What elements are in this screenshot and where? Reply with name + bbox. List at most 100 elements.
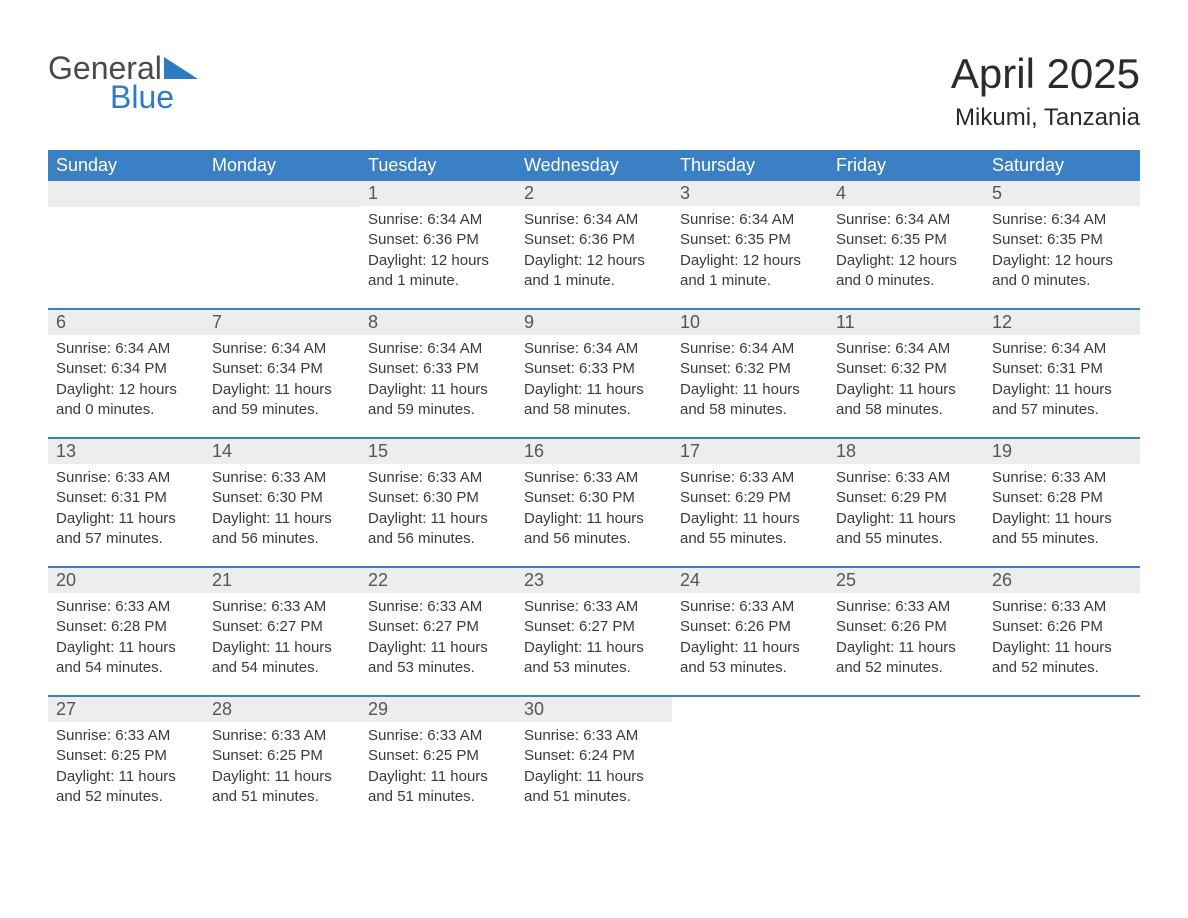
day-cell: 20 Sunrise: 6:33 AMSunset: 6:28 PMDayligh… — [48, 568, 204, 696]
day-content: Sunrise: 6:33 AMSunset: 6:24 PMDaylight:… — [516, 722, 672, 815]
daylight-text: Daylight: 12 hours and 0 minutes. — [56, 380, 196, 421]
day-cell — [672, 697, 828, 825]
daylight-text: Daylight: 11 hours and 56 minutes. — [524, 509, 664, 550]
day-number: 9 — [516, 310, 672, 335]
day-content: Sunrise: 6:34 AMSunset: 6:33 PMDaylight:… — [516, 335, 672, 428]
day-number: 1 — [360, 181, 516, 206]
day-content: Sunrise: 6:34 AMSunset: 6:31 PMDaylight:… — [984, 335, 1140, 428]
daylight-text: Daylight: 11 hours and 55 minutes. — [680, 509, 820, 550]
day-header: Friday — [828, 150, 984, 181]
sunrise-text: Sunrise: 6:33 AM — [56, 597, 196, 617]
sunrise-text: Sunrise: 6:33 AM — [836, 597, 976, 617]
day-number: 8 — [360, 310, 516, 335]
day-cell: 27Sunrise: 6:33 AMSunset: 6:25 PMDayligh… — [48, 697, 204, 825]
daylight-text: Daylight: 11 hours and 58 minutes. — [680, 380, 820, 421]
day-cell: 21Sunrise: 6:33 AMSunset: 6:27 PMDayligh… — [204, 568, 360, 696]
sunrise-text: Sunrise: 6:34 AM — [368, 210, 508, 230]
sunrise-text: Sunrise: 6:33 AM — [524, 726, 664, 746]
calendar-table: SundayMondayTuesdayWednesdayThursdayFrid… — [48, 150, 1140, 825]
sunset-text: Sunset: 6:24 PM — [524, 746, 664, 766]
day-cell: 4Sunrise: 6:34 AMSunset: 6:35 PMDaylight… — [828, 181, 984, 309]
day-content: Sunrise: 6:34 AMSunset: 6:35 PMDaylight:… — [984, 206, 1140, 299]
day-number: 15 — [360, 439, 516, 464]
day-number: 17 — [672, 439, 828, 464]
sunrise-text: Sunrise: 6:33 AM — [524, 468, 664, 488]
day-cell: 12Sunrise: 6:34 AMSunset: 6:31 PMDayligh… — [984, 310, 1140, 438]
sunrise-text: Sunrise: 6:33 AM — [212, 468, 352, 488]
day-cell: 22Sunrise: 6:33 AMSunset: 6:27 PMDayligh… — [360, 568, 516, 696]
day-content: Sunrise: 6:33 AMSunset: 6:29 PMDaylight:… — [672, 464, 828, 557]
title-block: April 2025 Mikumi, Tanzania — [951, 50, 1140, 132]
day-content: Sunrise: 6:33 AMSunset: 6:25 PMDaylight:… — [360, 722, 516, 815]
daylight-text: Daylight: 11 hours and 57 minutes. — [56, 509, 196, 550]
sunset-text: Sunset: 6:27 PM — [368, 617, 508, 637]
day-number: 13 — [48, 439, 204, 464]
sunrise-text: Sunrise: 6:33 AM — [992, 468, 1132, 488]
sunset-text: Sunset: 6:35 PM — [836, 230, 976, 250]
sunrise-text: Sunrise: 6:33 AM — [56, 726, 196, 746]
sunset-text: Sunset: 6:28 PM — [56, 617, 196, 637]
day-content: Sunrise: 6:34 AMSunset: 6:36 PMDaylight:… — [516, 206, 672, 299]
week-row: 6Sunrise: 6:34 AMSunset: 6:34 PMDaylight… — [48, 310, 1140, 438]
sunrise-text: Sunrise: 6:33 AM — [368, 597, 508, 617]
sunset-text: Sunset: 6:34 PM — [212, 359, 352, 379]
location: Mikumi, Tanzania — [951, 104, 1140, 132]
day-cell: 6Sunrise: 6:34 AMSunset: 6:34 PMDaylight… — [48, 310, 204, 438]
day-number: 2 — [516, 181, 672, 206]
sunset-text: Sunset: 6:26 PM — [680, 617, 820, 637]
day-content: Sunrise: 6:33 AMSunset: 6:30 PMDaylight:… — [360, 464, 516, 557]
daylight-text: Daylight: 12 hours and 1 minute. — [368, 251, 508, 292]
day-content: Sunrise: 6:33 AMSunset: 6:30 PMDaylight:… — [204, 464, 360, 557]
day-cell: 8Sunrise: 6:34 AMSunset: 6:33 PMDaylight… — [360, 310, 516, 438]
sunset-text: Sunset: 6:25 PM — [368, 746, 508, 766]
day-content: Sunrise: 6:33 AMSunset: 6:26 PMDaylight:… — [984, 593, 1140, 686]
daylight-text: Daylight: 11 hours and 51 minutes. — [212, 767, 352, 808]
daylight-text: Daylight: 11 hours and 55 minutes. — [836, 509, 976, 550]
day-number: 5 — [984, 181, 1140, 206]
sunrise-text: Sunrise: 6:33 AM — [56, 468, 196, 488]
sunrise-text: Sunrise: 6:33 AM — [680, 468, 820, 488]
daylight-text: Daylight: 11 hours and 58 minutes. — [836, 380, 976, 421]
sunset-text: Sunset: 6:26 PM — [992, 617, 1132, 637]
daylight-text: Daylight: 11 hours and 54 minutes. — [212, 638, 352, 679]
daylight-text: Daylight: 11 hours and 51 minutes. — [368, 767, 508, 808]
sunrise-text: Sunrise: 6:33 AM — [212, 597, 352, 617]
sunrise-text: Sunrise: 6:34 AM — [524, 339, 664, 359]
day-number: 28 — [204, 697, 360, 722]
day-number: 16 — [516, 439, 672, 464]
day-cell: 18Sunrise: 6:33 AMSunset: 6:29 PMDayligh… — [828, 439, 984, 567]
sunrise-text: Sunrise: 6:33 AM — [368, 726, 508, 746]
day-number: 29 — [360, 697, 516, 722]
day-cell: 1 Sunrise: 6:34 AMSunset: 6:36 PMDaylight… — [360, 181, 516, 309]
sunset-text: Sunset: 6:36 PM — [368, 230, 508, 250]
daylight-text: Daylight: 11 hours and 54 minutes. — [56, 638, 196, 679]
day-header: Monday — [204, 150, 360, 181]
sunset-text: Sunset: 6:28 PM — [992, 488, 1132, 508]
daylight-text: Daylight: 12 hours and 0 minutes. — [836, 251, 976, 292]
daylight-text: Daylight: 11 hours and 53 minutes. — [524, 638, 664, 679]
sunset-text: Sunset: 6:25 PM — [56, 746, 196, 766]
day-cell: 17Sunrise: 6:33 AMSunset: 6:29 PMDayligh… — [672, 439, 828, 567]
day-header: Thursday — [672, 150, 828, 181]
empty-day-header — [48, 181, 204, 207]
sunset-text: Sunset: 6:33 PM — [524, 359, 664, 379]
day-number: 12 — [984, 310, 1140, 335]
daylight-text: Daylight: 12 hours and 1 minute. — [680, 251, 820, 292]
sunset-text: Sunset: 6:32 PM — [836, 359, 976, 379]
day-number: 3 — [672, 181, 828, 206]
daylight-text: Daylight: 11 hours and 53 minutes. — [368, 638, 508, 679]
day-content: Sunrise: 6:33 AMSunset: 6:29 PMDaylight:… — [828, 464, 984, 557]
month-title: April 2025 — [951, 50, 1140, 98]
sunset-text: Sunset: 6:27 PM — [524, 617, 664, 637]
logo-text-blue: Blue — [110, 79, 198, 116]
day-cell — [984, 697, 1140, 825]
sunrise-text: Sunrise: 6:33 AM — [212, 726, 352, 746]
sunrise-text: Sunrise: 6:34 AM — [836, 339, 976, 359]
day-number: 20 — [48, 568, 204, 593]
day-number: 27 — [48, 697, 204, 722]
day-cell — [48, 181, 204, 309]
week-row: 20Sunrise: 6:33 AMSunset: 6:28 PMDayligh… — [48, 568, 1140, 696]
sunset-text: Sunset: 6:27 PM — [212, 617, 352, 637]
day-number: 25 — [828, 568, 984, 593]
daylight-text: Daylight: 11 hours and 56 minutes. — [368, 509, 508, 550]
